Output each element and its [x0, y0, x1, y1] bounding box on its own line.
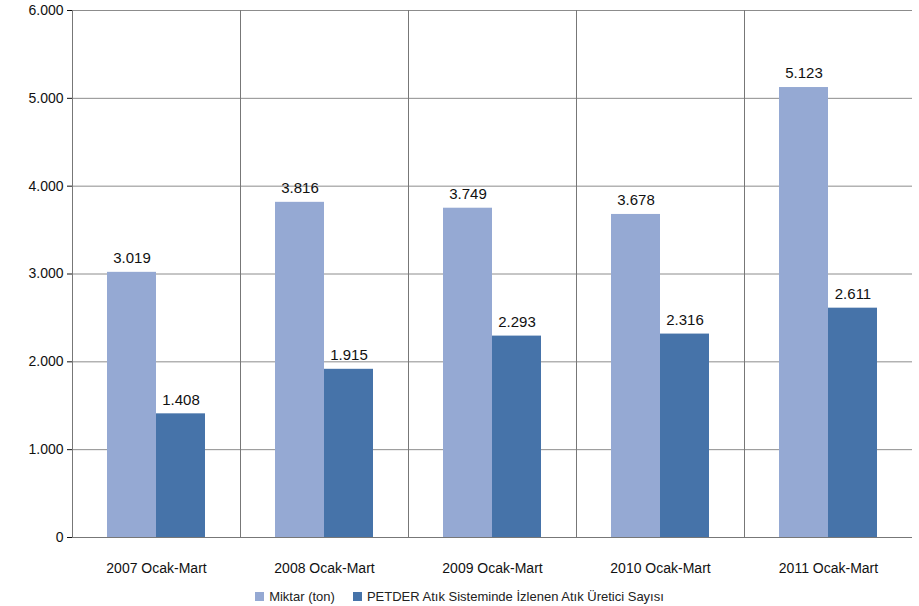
html-text:Miktar (ton): Miktar (ton) [269, 588, 335, 604]
svg-text:3.678: 3.678 [617, 191, 655, 208]
svg-text:5.000: 5.000 [28, 90, 63, 106]
svg-text:2011 Ocak-Mart: 2011 Ocak-Mart [779, 560, 878, 576]
svg-text:2.611: 2.611 [835, 285, 871, 302]
svg-text:1.915: 1.915 [330, 346, 368, 363]
html-text:PETDER Atık Sisteminde İzlenen: PETDER Atık Sisteminde İzlenen Atık Üret… [366, 588, 664, 604]
svg-text:5.123: 5.123 [785, 64, 823, 81]
svg-text:3.816: 3.816 [281, 179, 319, 196]
svg-text:2009 Ocak-Mart: 2009 Ocak-Mart [442, 560, 542, 576]
svg-text:6.000: 6.000 [28, 2, 63, 18]
svg-text:2.000: 2.000 [28, 353, 63, 369]
svg-text:3.000: 3.000 [28, 265, 63, 281]
svg-text:3.749: 3.749 [449, 185, 487, 202]
svg-text:0: 0 [56, 529, 64, 545]
svg-text:2007 Ocak-Mart: 2007 Ocak-Mart [106, 560, 206, 576]
svg-text:2008 Ocak-Mart: 2008 Ocak-Mart [274, 560, 374, 576]
svg-text:1.408: 1.408 [162, 391, 200, 408]
svg-text:2.316: 2.316 [666, 311, 704, 328]
svg-text:4.000: 4.000 [28, 178, 63, 194]
svg-text:1.000: 1.000 [28, 441, 63, 457]
svg-text:2010 Ocak-Mart: 2010 Ocak-Mart [610, 560, 710, 576]
svg-text:2.293: 2.293 [498, 313, 536, 330]
svg-text:3.019: 3.019 [113, 249, 151, 266]
